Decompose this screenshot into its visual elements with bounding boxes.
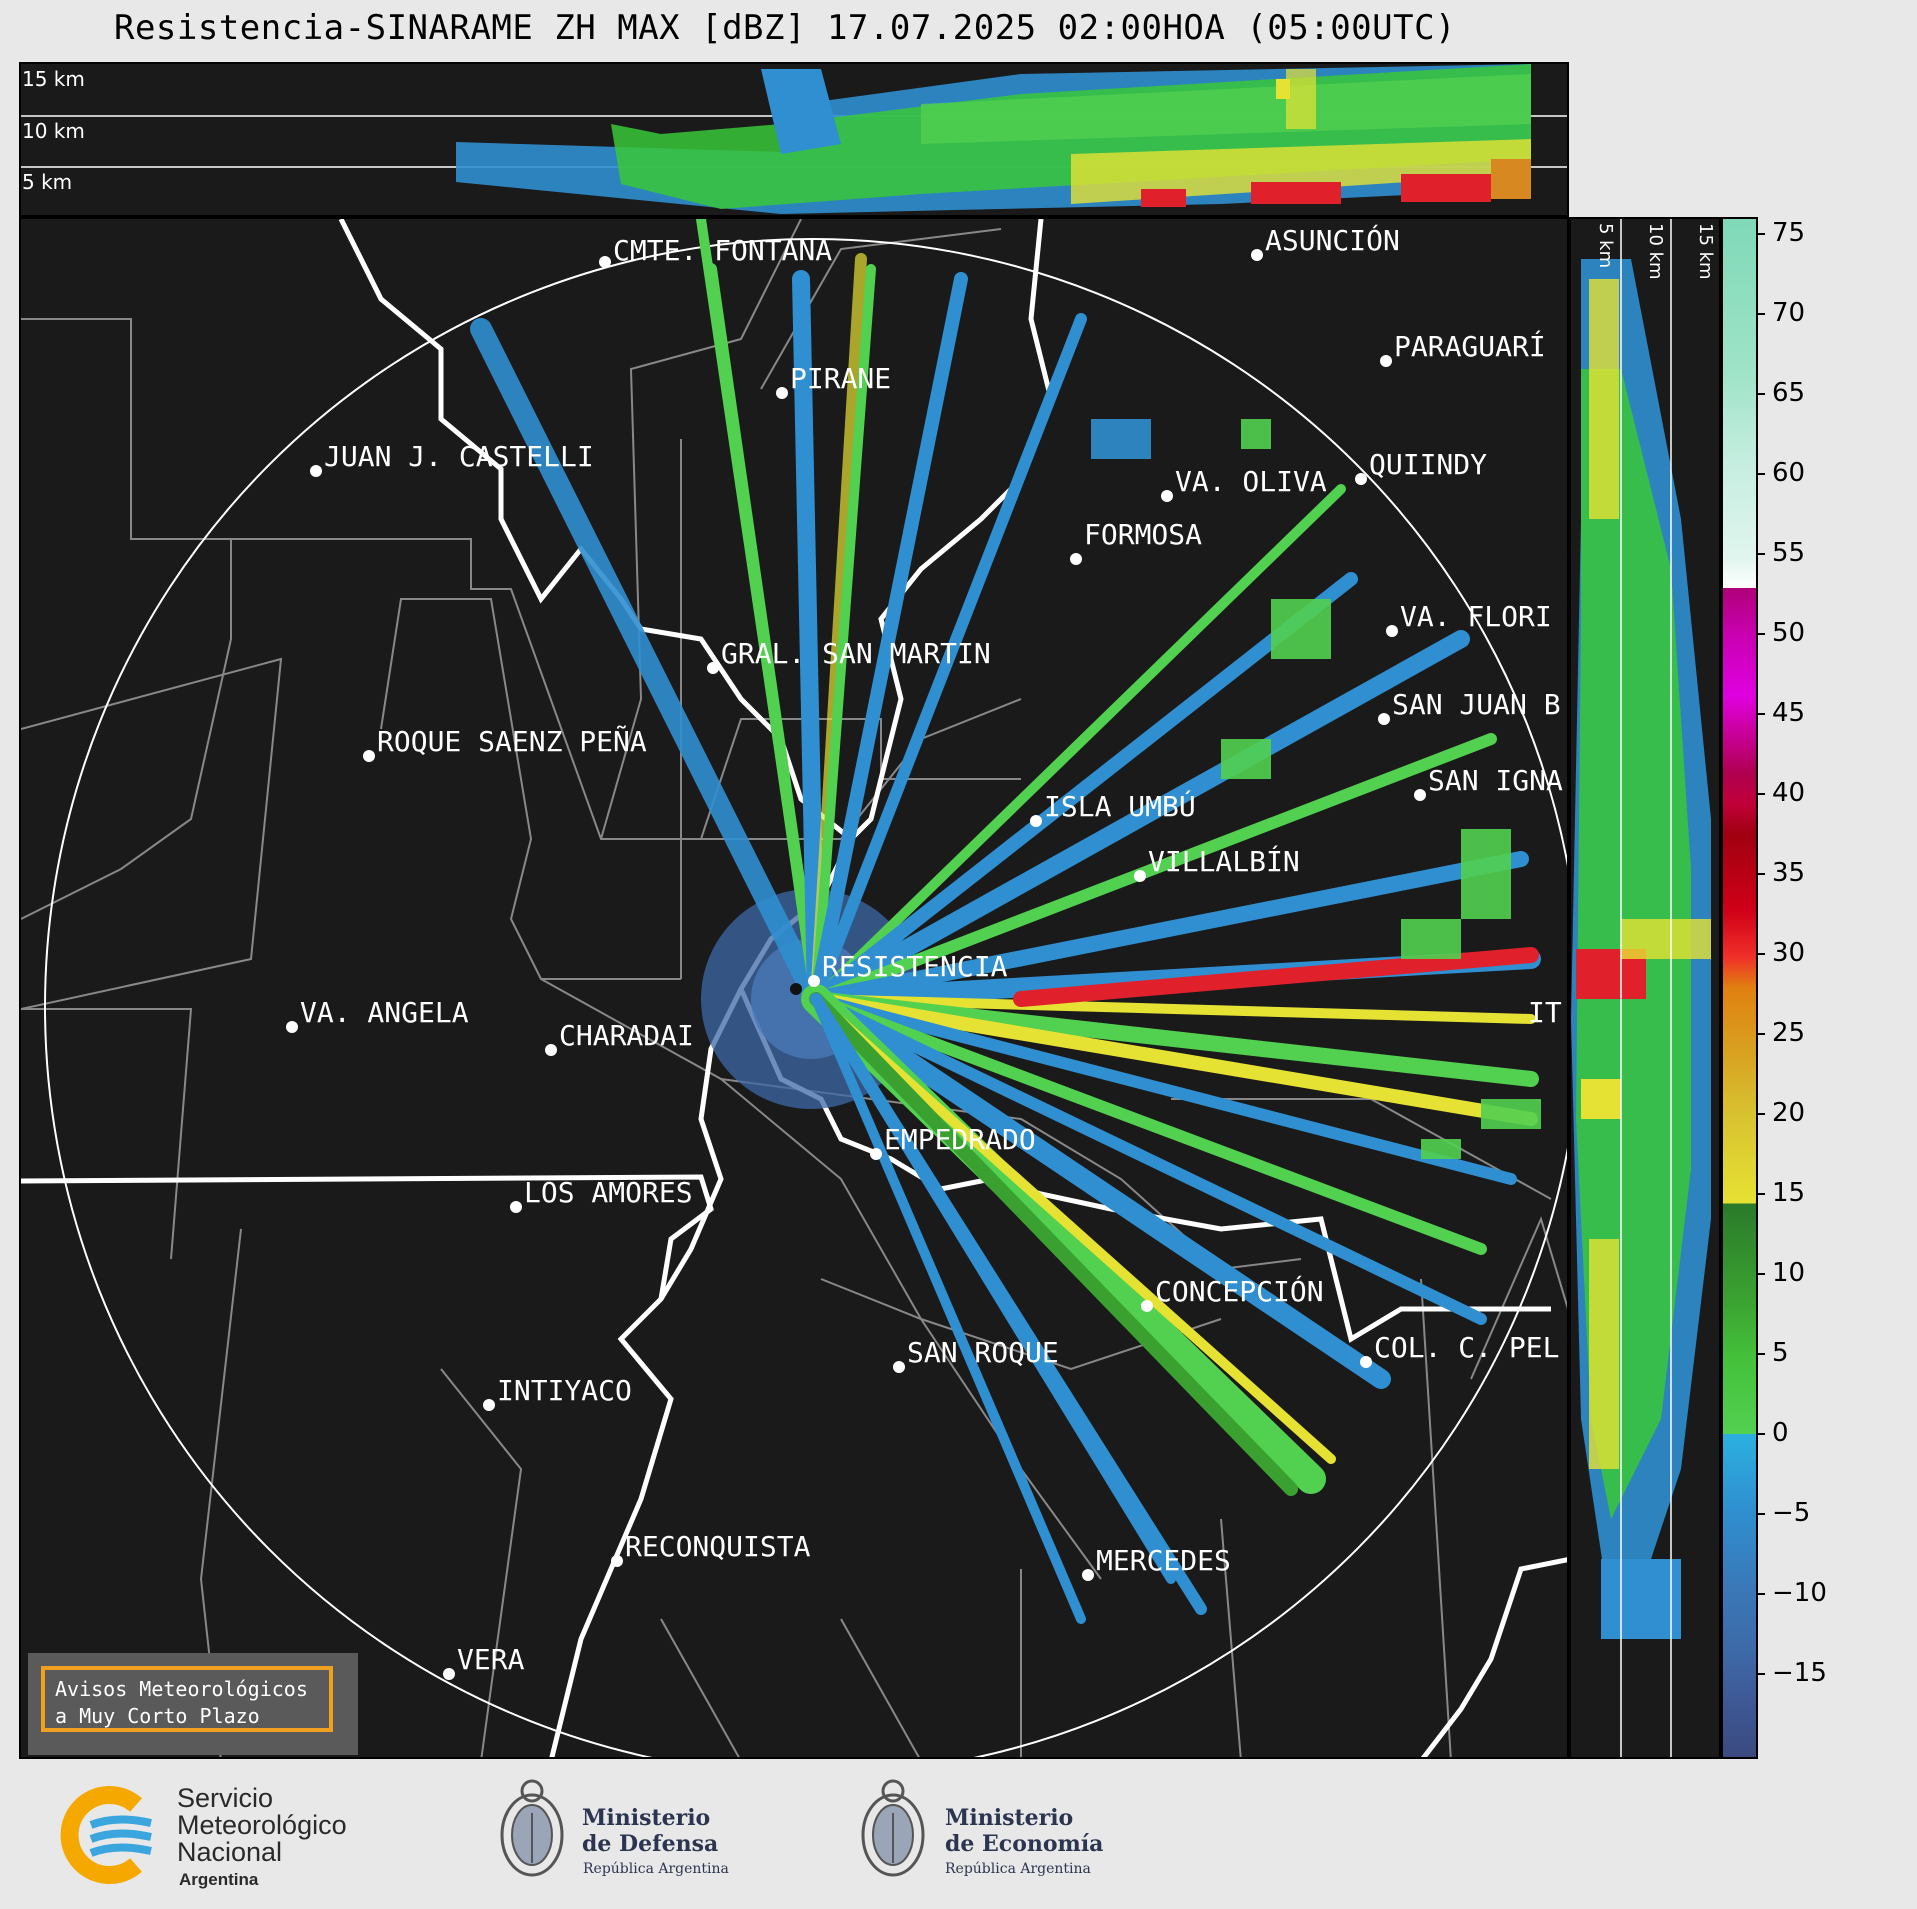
city-label: VA. FLORI [1386, 600, 1552, 637]
colorbar-ticks: 75 70 65 60 55 50 45 40 35 30 25 20 15 1… [1755, 217, 1908, 1759]
city-label: SAN JUAN B [1378, 688, 1561, 725]
city-label: VILLALBÍN [1134, 845, 1300, 882]
city-label: ROQUE SAENZ PEÑA [363, 725, 647, 762]
top-height-profile-panel: 15 km 10 km 5 km [19, 62, 1569, 217]
radar-map-graphics [21, 219, 1567, 1757]
city-label: GRAL. SAN MARTIN [707, 637, 991, 674]
defensa-logo-text: Ministerio de Defensa [582, 1805, 719, 1857]
side-km-label-15: 15 km [1695, 223, 1716, 280]
city-label: PIRANE [776, 362, 891, 399]
city-label: VA. OLIVA [1161, 465, 1327, 502]
colorbar-tick: 10 [1755, 1258, 1805, 1288]
smn-logo-text: Servicio Meteorológico Nacional Argentin… [177, 1783, 347, 1890]
colorbar-tick: 70 [1755, 298, 1805, 328]
side-km-label-10: 10 km [1645, 223, 1666, 280]
km-label-5: 5 km [22, 170, 73, 194]
city-label: RECONQUISTA [611, 1530, 810, 1567]
footer-logos: Servicio Meteorológico Nacional Argentin… [0, 1761, 1917, 1909]
colorbar-tick: −10 [1756, 1578, 1827, 1608]
colorbar-tick: 35 [1755, 858, 1805, 888]
city-label: JUAN J. CASTELLI [310, 440, 594, 477]
city-label: FORMOSA [1070, 518, 1202, 565]
dbz-colorbar [1721, 217, 1758, 1759]
radar-map[interactable]: CMTE. FONTANA ASUNCIÓN PARAGUARÍ PIRANE … [19, 217, 1569, 1759]
colorbar-tick: 5 [1756, 1338, 1789, 1368]
aviso-line2: a Muy Corto Plazo [55, 1704, 260, 1728]
colorbar-tick: 15 [1755, 1178, 1805, 1208]
side-km-label-5: 5 km [1595, 223, 1616, 269]
map-title: Resistencia-SINARAME ZH MAX [dBZ] 17.07.… [113, 8, 1457, 48]
city-label: MERCEDES [1082, 1544, 1231, 1581]
defensa-subtitle: República Argentina [583, 1861, 729, 1877]
city-label: CONCEPCIÓN [1141, 1275, 1324, 1312]
city-label: VA. ANGELA [286, 996, 469, 1033]
colorbar-tick: 30 [1755, 938, 1805, 968]
colorbar-tick: −5 [1755, 1498, 1810, 1528]
km-label-10: 10 km [22, 119, 85, 143]
city-label: SAN IGNA [1414, 764, 1563, 801]
city-label: INTIYACO [483, 1374, 632, 1411]
colorbar-tick: 50 [1755, 618, 1805, 648]
top-profile-echoes [21, 64, 1567, 214]
city-label: CHARADAI [545, 1019, 694, 1056]
city-label: COL. C. PEL [1360, 1331, 1559, 1368]
colorbar-tick: 55 [1755, 538, 1805, 568]
city-label: EMPEDRADO [870, 1123, 1036, 1160]
city-label: ISLA UMBÚ [1030, 790, 1196, 827]
colorbar-tick: 75 [1755, 218, 1805, 248]
city-label: RESISTENCIA [808, 950, 1007, 987]
coat-of-arms-icon [500, 1779, 564, 1877]
colorbar-tick: 40 [1755, 778, 1805, 808]
km-label-15: 15 km [22, 67, 85, 91]
colorbar-tick: 65 [1755, 378, 1805, 408]
aviso-link[interactable]: Avisos Meteorológicos a Muy Corto Plazo [41, 1666, 333, 1732]
city-label: CMTE. FONTANA [599, 234, 832, 268]
department-borders [21, 219, 1567, 1757]
city-label: QUIINDY [1355, 448, 1487, 485]
side-profile-echoes [1571, 219, 1711, 1757]
side-height-profile-panel: 5 km 10 km 15 km [1569, 217, 1721, 1759]
aviso-box[interactable]: Avisos Meteorológicos a Muy Corto Plazo [28, 1653, 358, 1755]
colorbar-tick: 25 [1755, 1018, 1805, 1048]
city-label: SAN ROQUE [893, 1336, 1059, 1373]
radar-echo-cells [1091, 419, 1541, 1159]
city-label: LOS AMORES [510, 1176, 693, 1213]
economia-logo-text: Ministerio de Economía [945, 1805, 1104, 1857]
coat-of-arms-icon [861, 1779, 925, 1877]
economia-subtitle: República Argentina [945, 1861, 1091, 1877]
city-label: PARAGUARÍ [1380, 330, 1546, 367]
colorbar-tick: 45 [1755, 698, 1805, 728]
colorbar-tick: 0 [1756, 1418, 1789, 1448]
colorbar-tick: 20 [1755, 1098, 1805, 1128]
colorbar-tick: 60 [1755, 458, 1805, 488]
smn-logo-icon [60, 1786, 152, 1884]
colorbar-tick: −15 [1756, 1658, 1827, 1688]
aviso-line1: Avisos Meteorológicos [55, 1677, 308, 1701]
city-label: VERA [443, 1643, 524, 1680]
radar-echo-beams [470, 219, 1541, 1624]
city-label: ASUNCIÓN [1251, 224, 1400, 261]
city-label: IT [1528, 996, 1562, 1029]
